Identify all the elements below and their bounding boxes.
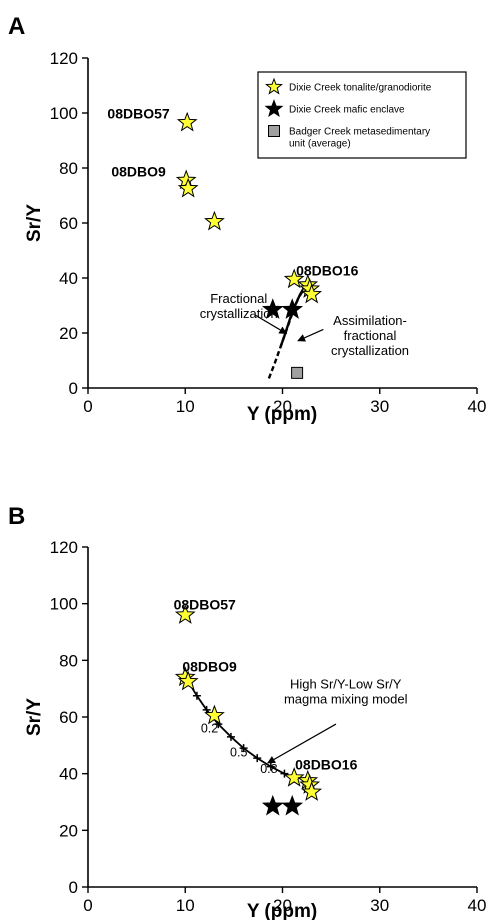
- sample-label: 08DBO9: [182, 659, 237, 675]
- enclave-star-point: [281, 298, 304, 319]
- annotation-text: High Sr/Y-Low Sr/Y magma mixing model: [284, 677, 408, 707]
- enclave-star-point: [261, 794, 284, 816]
- tonalite-star-point: [204, 704, 225, 725]
- mixing-tick-mark: [253, 754, 262, 763]
- annotation-arrow: [254, 314, 288, 335]
- mixing-fraction-label: 0.5: [230, 746, 247, 760]
- mixing-tick-mark: [266, 762, 275, 771]
- y-tick-label: 20: [59, 821, 78, 840]
- annotation-arrow: [267, 723, 337, 764]
- annotation-line: crystallization: [200, 306, 278, 321]
- legend-label-line: Dixie Creek mafic enclave: [289, 105, 405, 116]
- tonalite-star-point: [301, 781, 323, 801]
- annotation-line: crystallization: [331, 343, 409, 358]
- y-tick-label: 100: [50, 595, 78, 614]
- legend-star-black-icon: [264, 99, 284, 118]
- y-tick-label: 80: [59, 159, 78, 178]
- enclave-star-point: [261, 298, 284, 319]
- annotation-line: High Sr/Y-Low Sr/Y: [290, 677, 402, 692]
- sample-label: 08DBO16: [295, 756, 357, 772]
- y-tick-label: 100: [50, 104, 78, 123]
- sample-label: 08DBO57: [174, 596, 236, 612]
- mixing-curve: [187, 681, 295, 779]
- legend-label: Dixie Creek mafic enclave: [289, 105, 405, 116]
- tonalite-star-point: [176, 111, 198, 132]
- x-axis-title: Y (ppm): [247, 901, 317, 920]
- y-axis-title: Sr/Y: [24, 204, 45, 242]
- tonalite-star-point: [301, 283, 323, 304]
- y-tick-label: 20: [59, 324, 78, 343]
- panel-b: B 0 20 40 60 80 100 120 0 10 20 30 40 Y (ppm) Sr/Y 0.2 0…: [8, 503, 486, 920]
- tonalite-star-point: [177, 670, 199, 691]
- tonalite-star-point: [283, 268, 305, 289]
- mixing-tick-mark: [226, 732, 235, 741]
- y-tick-label: 0: [69, 878, 78, 897]
- x-tick-label: 40: [468, 397, 487, 416]
- y-axis-title: Sr/Y: [24, 698, 45, 736]
- x-tick-label: 30: [370, 397, 389, 416]
- tonalite-star-point: [283, 766, 305, 787]
- legend-square-icon: [268, 125, 280, 137]
- annotation-line: fractional: [344, 328, 397, 343]
- x-tick-label: 10: [176, 397, 195, 416]
- tonalite-star-point: [174, 604, 196, 624]
- legend-star-yellow-icon: [265, 77, 283, 95]
- legend-label-line: Badger Creek metasedimentary: [289, 127, 430, 138]
- x-tick-label: 20: [273, 896, 292, 915]
- y-tick-label: 60: [59, 214, 78, 233]
- y-tick-label: 120: [50, 49, 78, 68]
- legend-box: [257, 71, 467, 159]
- x-tick-label: 40: [468, 896, 487, 915]
- mixing-tick-mark: [280, 769, 289, 778]
- y-tick-label: 40: [59, 269, 78, 288]
- legend-label-line: Dixie Creek tonalite/granodiorite: [289, 83, 432, 94]
- y-tick-label: 120: [50, 538, 78, 557]
- tonalite-star-point: [177, 177, 199, 198]
- x-tick-label: 30: [370, 896, 389, 915]
- annotation-text: Assimilation-fractional crystallization: [331, 313, 409, 358]
- legend: Dixie Creek tonalite/granodiorite Dixie C…: [257, 71, 467, 159]
- tonalite-star-point: [204, 210, 225, 231]
- y-tick-label: 40: [59, 765, 78, 784]
- annotation-arrow: [297, 328, 324, 342]
- annotation-line: Assimilation-: [333, 313, 407, 328]
- mixing-fraction-label: 0.2: [201, 722, 218, 736]
- mixing-tick-mark: [239, 744, 248, 753]
- y-tick-label: 0: [69, 379, 78, 398]
- panel-letter-b: B: [8, 503, 25, 530]
- y-tick-label: 60: [59, 708, 78, 727]
- metasediment-square-point: [291, 366, 304, 379]
- mixing-fraction-label: 0.8: [260, 762, 277, 776]
- legend-label: Dixie Creek tonalite/granodiorite: [289, 83, 432, 94]
- sample-label: 08DBO9: [111, 163, 166, 179]
- sample-label: 08DBO16: [296, 262, 358, 278]
- legend-label-line: unit (average): [289, 139, 351, 150]
- annotation-text: Fractional crystallization: [200, 291, 278, 321]
- x-tick-label: 20: [273, 397, 292, 416]
- legend-label: Badger Creek metasedimentary unit (averag…: [289, 127, 430, 150]
- enclave-star-point: [281, 794, 304, 816]
- mixing-tick-mark: [192, 691, 201, 700]
- y-tick-label: 80: [59, 651, 78, 670]
- x-tick-label: 0: [83, 397, 92, 416]
- x-tick-label: 10: [176, 896, 195, 915]
- panel-a: A 0 20 40 60 80 100 120 0 10 20 30 40 Y (ppm) Sr/Y 08DB…: [8, 13, 486, 425]
- panel-letter-a: A: [8, 13, 25, 40]
- annotation-line: Fractional: [210, 291, 267, 306]
- sample-label: 08DBO57: [107, 106, 169, 122]
- annotation-line: magma mixing model: [284, 692, 408, 707]
- x-tick-label: 0: [83, 896, 92, 915]
- x-axis-title: Y (ppm): [247, 404, 317, 425]
